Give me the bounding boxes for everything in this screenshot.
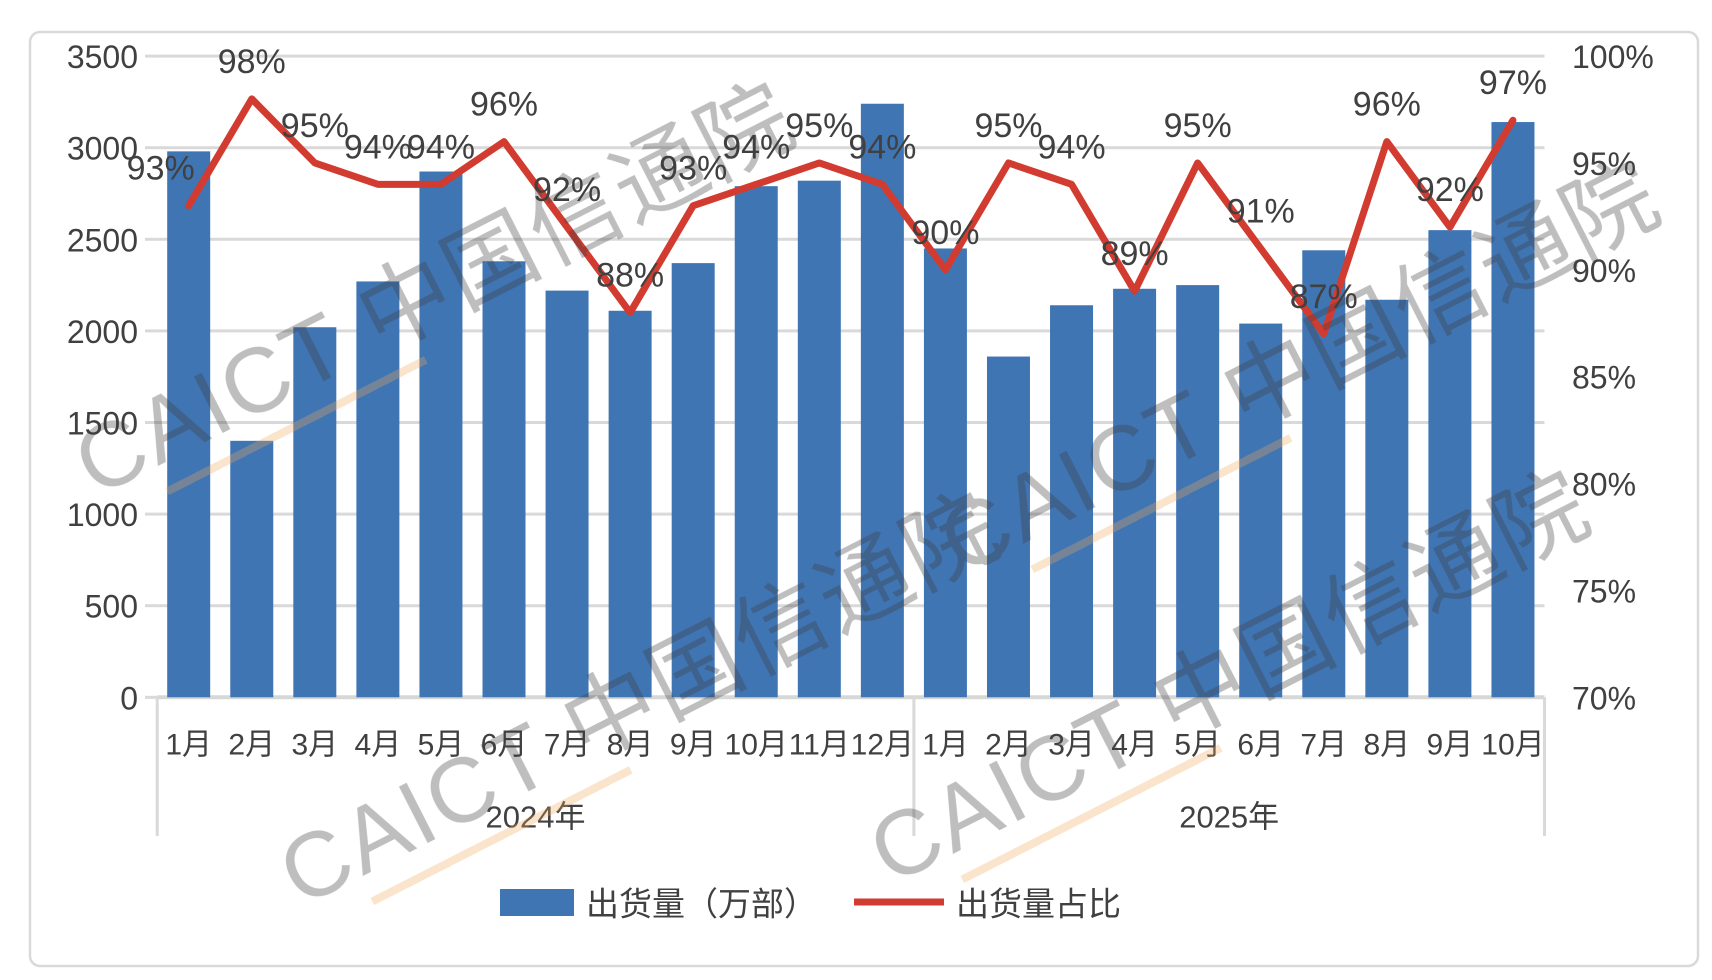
bar: [356, 281, 400, 698]
line-data-label: 92%: [1416, 171, 1484, 209]
bar: [1491, 122, 1535, 698]
bar: [671, 263, 715, 698]
line-data-label: 95%: [1164, 107, 1232, 145]
month-label: 4月: [355, 729, 402, 762]
watermark-accent-line: [1030, 434, 1293, 574]
month-label: 1月: [165, 729, 212, 762]
month-label: 6月: [481, 729, 528, 762]
bar: [1365, 299, 1409, 698]
bar: [167, 151, 211, 698]
watermark-accent-line: [960, 744, 1223, 884]
left-axis-tick-label: 1000: [67, 497, 138, 533]
line-data-label: 92%: [533, 171, 601, 209]
bar: [545, 290, 589, 698]
bar: [293, 327, 337, 698]
month-label: 6月: [1237, 729, 1284, 762]
left-axis-tick-label: 2500: [67, 222, 138, 258]
category-axis: 1月 2月 3月 4月 5月 6月 7月 8月 9月 10月 11月 12月 1月 2月 3月 4月 5月 6月 7…: [155, 697, 1546, 836]
right-axis-tick-label: 90%: [1572, 253, 1636, 289]
watermark-accent-line: [370, 766, 633, 906]
bar: [923, 248, 967, 698]
left-axis-tick-label: 3500: [67, 39, 138, 75]
bar: [1428, 230, 1472, 698]
right-axis-tick-label: 85%: [1572, 360, 1636, 396]
line-data-label: 88%: [596, 257, 664, 295]
line-data-label: 93%: [127, 150, 195, 188]
ratio-line: [185, 95, 1517, 338]
line-data-label: 94%: [1038, 128, 1106, 166]
month-label: 11月: [789, 729, 850, 762]
line-data-label: 90%: [911, 214, 979, 252]
month-label: 10月: [725, 729, 788, 762]
bar: [986, 356, 1030, 698]
line-data-label: 95%: [974, 107, 1042, 145]
bar: [482, 261, 526, 698]
right-axis-tick-label: 75%: [1572, 573, 1636, 609]
axis-labels: 3500 3000 2500 2000 1500 1000 500 0 100% 95% 90% 85…: [67, 39, 1654, 716]
bar: [608, 310, 652, 698]
month-label: 7月: [544, 729, 591, 762]
right-axis-tick-label: 100%: [1572, 39, 1654, 75]
line-data-label: 94%: [722, 128, 790, 166]
legend-bar-swatch: [500, 889, 574, 916]
legend-line-label: 出货量占比: [956, 886, 1121, 923]
month-label: 2月: [985, 729, 1032, 762]
month-label: 5月: [1174, 729, 1221, 762]
bar: [1050, 305, 1094, 698]
line-data-label: 97%: [1479, 64, 1547, 102]
year-label-2025: 2025年: [1179, 800, 1279, 835]
right-axis-tick-label: 80%: [1572, 467, 1636, 503]
bar: [1176, 285, 1220, 698]
month-label: 12月: [851, 729, 914, 762]
bar: [1113, 288, 1157, 698]
left-axis-tick-label: 1500: [67, 406, 138, 442]
line-data-label: 87%: [1290, 278, 1358, 316]
month-label: 4月: [1111, 729, 1158, 762]
month-label: 1月: [922, 729, 969, 762]
year-label-2024: 2024年: [486, 800, 586, 835]
line-data-labels: 93%98%95%94%94%96%92%88%93%94%95%94%90%9…: [127, 43, 1547, 316]
month-label: 3月: [291, 729, 338, 762]
line-data-label: 96%: [1353, 86, 1421, 124]
line-data-label: 94%: [407, 128, 475, 166]
month-label: 3月: [1048, 729, 1095, 762]
line-data-label: 94%: [848, 128, 916, 166]
bar: [797, 180, 841, 698]
right-axis-tick-label: 70%: [1572, 680, 1636, 716]
line-data-label: 95%: [281, 107, 349, 145]
watermark-accent-line: [165, 356, 428, 496]
month-label: 8月: [1363, 729, 1410, 762]
left-axis-tick-label: 0: [120, 680, 138, 716]
bar: [419, 171, 463, 698]
month-label: 10月: [1481, 729, 1544, 762]
line-data-label: 95%: [785, 107, 853, 145]
left-axis-tick-label: 3000: [67, 131, 138, 167]
line-data-label: 93%: [659, 150, 727, 188]
left-axis-tick-label: 500: [85, 589, 138, 625]
month-label: 9月: [670, 729, 717, 762]
chart-frame-border: [28, 30, 1700, 968]
line-data-label: 94%: [344, 128, 412, 166]
bar: [230, 440, 274, 698]
legend-bar-label: 出货量（万部）: [586, 886, 817, 923]
line-data-label: 98%: [218, 43, 286, 81]
month-label: 7月: [1300, 729, 1347, 762]
bar: [1239, 323, 1283, 698]
month-label: 9月: [1427, 729, 1474, 762]
line-data-label: 96%: [470, 86, 538, 124]
line-data-label: 91%: [1227, 192, 1295, 230]
left-axis-tick-label: 2000: [67, 314, 138, 350]
month-label: 2月: [228, 729, 275, 762]
chart-legend: 出货量（万部） 出货量占比: [500, 886, 1121, 923]
bar: [734, 186, 778, 698]
month-label: 5月: [418, 729, 465, 762]
right-axis-tick-label: 95%: [1572, 146, 1636, 182]
month-label: 8月: [607, 729, 654, 762]
line-data-label: 89%: [1101, 235, 1169, 273]
